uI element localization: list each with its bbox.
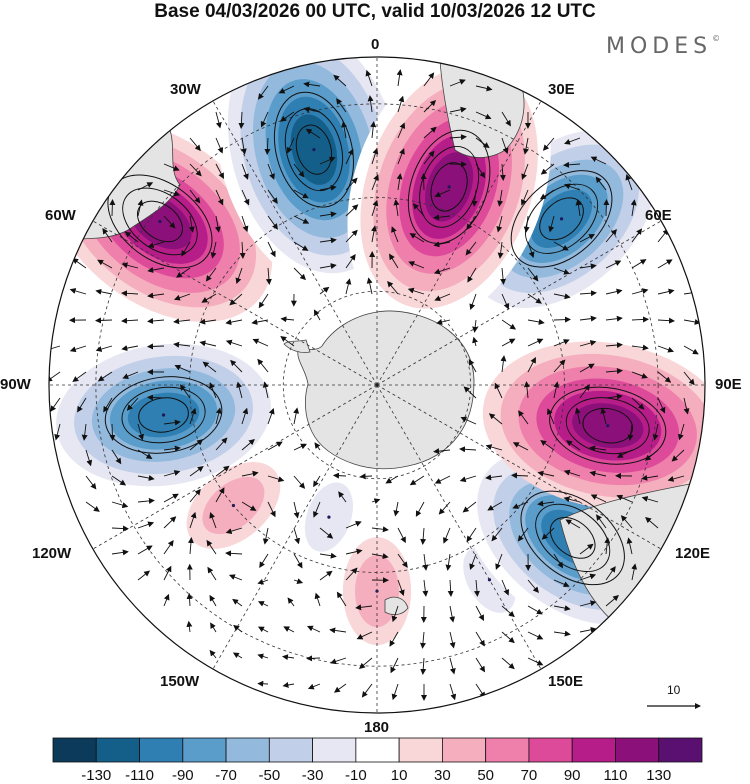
wind-vector-arrow — [112, 200, 113, 216]
colorbar-swatch — [226, 738, 269, 762]
colorbar-swatch — [356, 738, 399, 762]
lon-label-150e: 150E — [548, 673, 583, 690]
map-title: Base 04/03/2026 00 UTC, valid 10/03/2026… — [0, 0, 750, 24]
colorbar-swatch — [313, 738, 356, 762]
colorbar-swatch — [96, 738, 139, 762]
wind-vector-arrow — [307, 658, 320, 659]
lon-label-90e: 90E — [715, 376, 742, 393]
colorbar-swatch — [399, 738, 442, 762]
lon-label-0: 0 — [371, 36, 379, 53]
modes-logo: MODES© — [606, 34, 720, 59]
colorbar-swatch — [486, 738, 529, 762]
lon-label-120w: 120W — [32, 545, 71, 562]
colorbar-swatch — [529, 738, 572, 762]
colorbar-tick-label: 90 — [564, 767, 581, 784]
south-pole-marker — [376, 384, 379, 387]
colorbar-swatch — [615, 738, 658, 762]
brand-mark: © — [712, 34, 720, 43]
colorbar-swatch — [53, 738, 96, 762]
lon-label-30w: 30W — [170, 81, 201, 98]
lon-label-150w: 150W — [160, 673, 199, 690]
colorbar-tick-label: 70 — [521, 767, 538, 784]
reference-vector-label: 10 — [667, 683, 680, 697]
colorbar-tick-label: -90 — [172, 767, 194, 784]
lon-label-60w: 60W — [45, 207, 76, 224]
colorbar-tick-label: -10 — [345, 767, 367, 784]
wind-vector-arrow — [606, 200, 607, 216]
colorbar-tick-label: 130 — [646, 767, 671, 784]
anomaly-center-c2 — [312, 148, 315, 151]
lon-label-90w: 90W — [0, 376, 31, 393]
colorbar-swatch — [140, 738, 183, 762]
colorbar-tick-label: 10 — [391, 767, 408, 784]
colorbar-tick-label: -50 — [258, 767, 280, 784]
anomaly-center-c3 — [560, 217, 563, 220]
anomaly-center-c4 — [158, 220, 161, 223]
colorbar-swatch — [572, 738, 615, 762]
colorbar-swatch — [659, 738, 702, 762]
lon-label-60e: 60E — [645, 207, 672, 224]
colorbar-tick-label: 30 — [434, 767, 451, 784]
wind-vector-arrow — [423, 174, 424, 190]
colorbar-tick-label: 50 — [477, 767, 494, 784]
lon-label-180: 180 — [364, 719, 389, 736]
wind-vector-arrow — [361, 476, 372, 477]
colorbar-tick-label: 110 — [603, 767, 627, 784]
lon-label-120e: 120E — [675, 545, 710, 562]
anomaly-center-c1 — [448, 185, 451, 188]
lon-label-30e: 30E — [548, 81, 575, 98]
colorbar-tick-label: -130 — [81, 767, 111, 784]
wind-vector-arrow — [148, 346, 164, 347]
colorbar-tick-label: -110 — [125, 767, 154, 784]
colorbar-tick-label: -30 — [302, 767, 324, 784]
wind-vector-arrow — [96, 320, 112, 321]
colorbar-swatch — [442, 738, 485, 762]
brand-text: MODES — [606, 34, 712, 59]
colorbar-swatch — [183, 738, 226, 762]
anomaly-center-c6 — [162, 413, 165, 416]
wind-vector-arrow — [554, 319, 570, 320]
wind-vector-arrow — [112, 424, 113, 440]
anomaly-center-c10 — [327, 515, 330, 518]
colorbar — [53, 738, 702, 762]
wind-vector-arrow — [334, 475, 346, 476]
colorbar-swatch — [269, 738, 312, 762]
anomaly-center-c5 — [606, 424, 609, 427]
colorbar-tick-label: -70 — [215, 767, 237, 784]
